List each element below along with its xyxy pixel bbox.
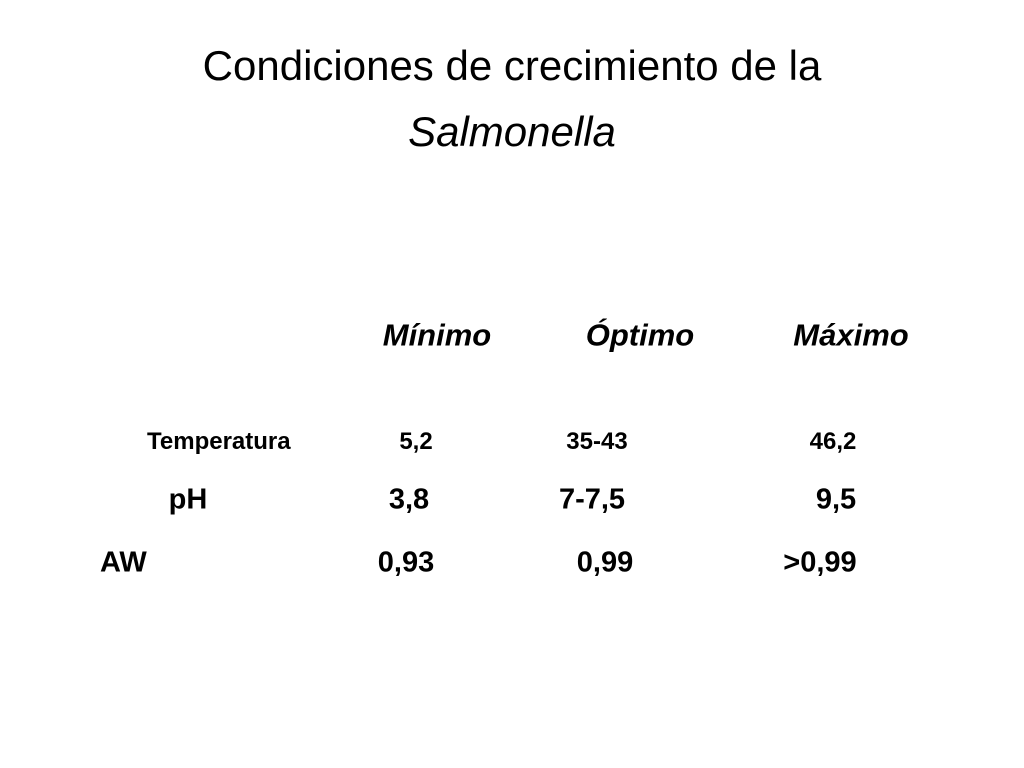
cell: 9,5 [815,483,857,516]
row-label: pH [168,483,208,516]
cell: >0,99 [783,546,857,579]
column-header: Óptimo [585,317,695,353]
cell: 46,2 [809,428,857,455]
cell: 7-7,5 [558,483,626,516]
column-header: Mínimo [382,317,492,353]
title-italic: Salmonella [408,108,616,155]
cell: 35-43 [566,428,628,455]
cell: 3,8 [388,483,430,516]
row-label: AW [100,546,147,579]
title-line: Condiciones de crecimiento de la [202,42,822,89]
column-header: Máximo [793,317,909,353]
cell: 0,93 [377,546,435,579]
row-label: Temperatura [147,428,291,455]
cell: 5,2 [399,428,433,455]
cell: 0,99 [576,546,634,579]
